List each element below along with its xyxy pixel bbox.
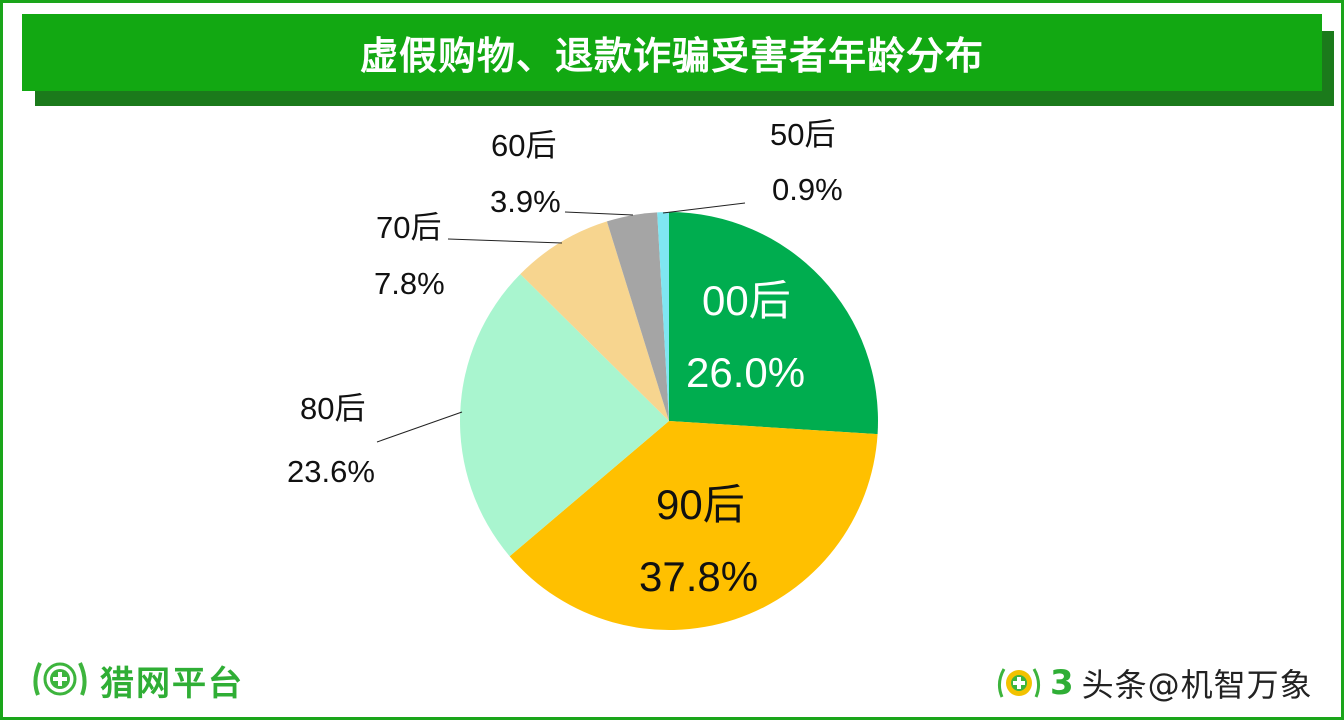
leader-lines: [376, 202, 746, 443]
laurel-cross-icon: [33, 662, 87, 696]
label-60-value: 3.9%: [490, 184, 561, 219]
label-00-value: 26.0%: [686, 349, 806, 396]
label-70-name: 70后: [376, 210, 442, 245]
label-00-name: 00后: [702, 277, 791, 324]
label-90-name: 90后: [656, 481, 745, 528]
label-80-name: 80后: [300, 391, 366, 426]
title-bar: 虚假购物、退款诈骗受害者年龄分布: [22, 14, 1322, 91]
pie-slice-90后: [509, 421, 878, 630]
leader-line-70: [447, 238, 563, 244]
pie-slice-00后: [669, 212, 879, 435]
leader-line-80: [376, 411, 463, 443]
lieweb-logo: 猎网平台: [30, 655, 244, 705]
label-50-value: 0.9%: [772, 172, 843, 207]
label-80-value: 23.6%: [287, 454, 375, 489]
label-70-value: 7.8%: [374, 266, 445, 301]
pie-slices: [460, 212, 879, 630]
lieweb-logo-text: 猎网平台: [100, 663, 244, 704]
pie-slice-70后: [520, 221, 669, 421]
360-logo-icon: [997, 668, 1041, 698]
watermark-prefix: 3: [1050, 663, 1074, 703]
chart-title: 虚假购物、退款诈骗受害者年龄分布: [359, 34, 984, 78]
leader-line-60: [564, 211, 634, 216]
pie-slice-50后: [657, 212, 669, 421]
pie-slice-80后: [460, 274, 669, 557]
leader-line-50: [662, 202, 746, 214]
footer-watermark: 3 头条@机智万象: [996, 660, 1313, 706]
watermark-text: 头条@机智万象: [1081, 666, 1313, 704]
label-90-value: 37.8%: [639, 553, 759, 600]
pie-slice-60后: [606, 212, 669, 421]
label-50-name: 50后: [770, 117, 836, 152]
label-60-name: 60后: [491, 128, 557, 163]
